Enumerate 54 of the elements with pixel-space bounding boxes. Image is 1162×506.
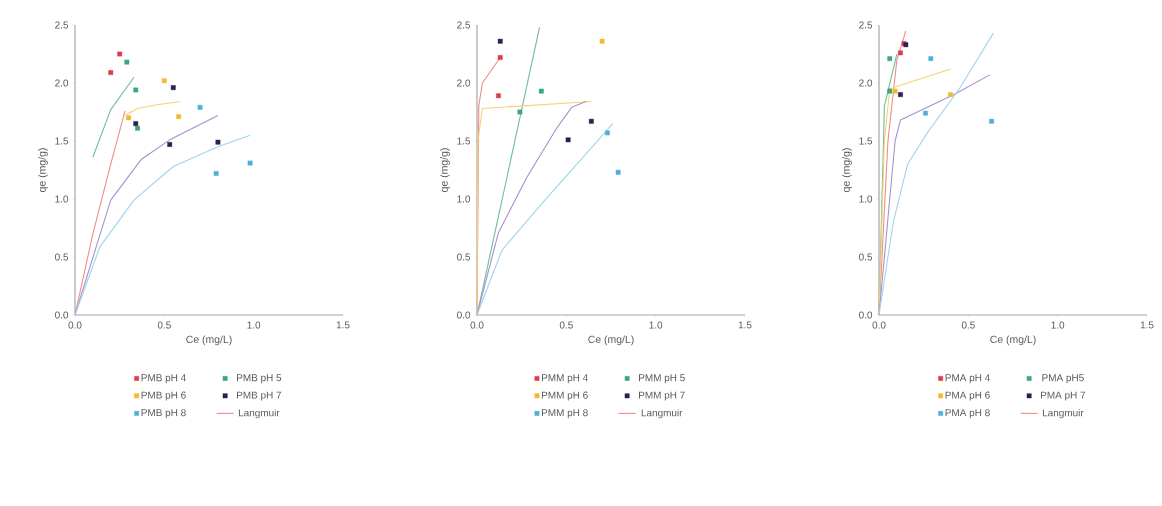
x-tick-label: 0.0 — [470, 321, 484, 329]
y-tick-label: 0.5 — [859, 253, 873, 261]
y-tick-label: 1.0 — [457, 195, 471, 203]
x-axis-title: Ce (mg/L) — [990, 335, 1036, 346]
legend-label: PMA pH 4 — [945, 374, 990, 384]
x-tick-label: 1.0 — [649, 321, 663, 329]
y-axis-title: qe (mg/g) — [440, 148, 450, 192]
legend-label: PMA pH 8 — [945, 409, 990, 419]
y-tick-label: 2.5 — [859, 21, 873, 29]
y-tick-label: 1.0 — [55, 195, 69, 203]
x-tick-label: 1.0 — [1051, 321, 1065, 329]
y-tick-label: 0.5 — [55, 253, 69, 261]
y-tick-label: 1.5 — [457, 137, 471, 145]
y-tick-label: 2.0 — [55, 79, 69, 87]
legend-label: PMB pH 5 — [237, 374, 282, 384]
x-tick-label: 0.0 — [68, 321, 82, 329]
y-tick-label: 1.5 — [859, 137, 873, 145]
x-tick-label: 0.0 — [872, 321, 886, 329]
y-tick-label: 2.0 — [457, 79, 471, 87]
legend-label: PMB pH 8 — [141, 409, 186, 419]
legend-label: PMM pH 6 — [541, 391, 588, 401]
legend-label: Langmuir — [641, 409, 683, 419]
legend-label: PMB pH 6 — [141, 391, 186, 401]
y-tick-label: 2.5 — [55, 21, 69, 29]
legend-label: PMM pH 7 — [639, 391, 685, 401]
x-tick-label: 1.5 — [738, 321, 752, 329]
x-tick-label: 1.5 — [1140, 321, 1154, 329]
y-tick-label: 0.5 — [457, 253, 471, 261]
y-tick-label: 2.0 — [859, 79, 873, 87]
x-tick-label: 1.5 — [336, 321, 350, 329]
legend-label: Langmuir — [1042, 409, 1084, 419]
x-tick-label: 0.5 — [559, 321, 573, 329]
x-tick-label: 0.5 — [961, 321, 975, 329]
legend-label: Langmuir — [238, 409, 280, 419]
legend-label: PMA pH5 — [1042, 374, 1084, 384]
y-tick-label: 0.0 — [859, 311, 873, 319]
y-tick-label: 0.0 — [55, 311, 69, 319]
legend-label: PMM pH 5 — [639, 374, 685, 384]
y-tick-label: 1.0 — [859, 195, 873, 203]
x-axis-title: Ce (mg/L) — [588, 335, 634, 346]
y-tick-label: 0.0 — [457, 311, 471, 319]
legend-label: PMM pH 4 — [541, 374, 588, 384]
legend-label: PMM pH 8 — [541, 409, 588, 419]
legend-label: PMA pH 6 — [945, 391, 990, 401]
y-axis-title: qe (mg/g) — [38, 148, 48, 192]
legend-label: PMB pH 7 — [237, 391, 282, 401]
y-tick-label: 1.5 — [55, 137, 69, 145]
y-tick-label: 2.5 — [457, 21, 471, 29]
y-axis-title: qe (mg/g) — [842, 148, 852, 192]
x-axis-title: Ce (mg/L) — [186, 335, 232, 346]
legend-label: PMA pH 7 — [1041, 391, 1086, 401]
x-tick-label: 0.5 — [157, 321, 171, 329]
legend-label: PMB pH 4 — [141, 374, 186, 384]
x-tick-label: 1.0 — [247, 321, 261, 329]
